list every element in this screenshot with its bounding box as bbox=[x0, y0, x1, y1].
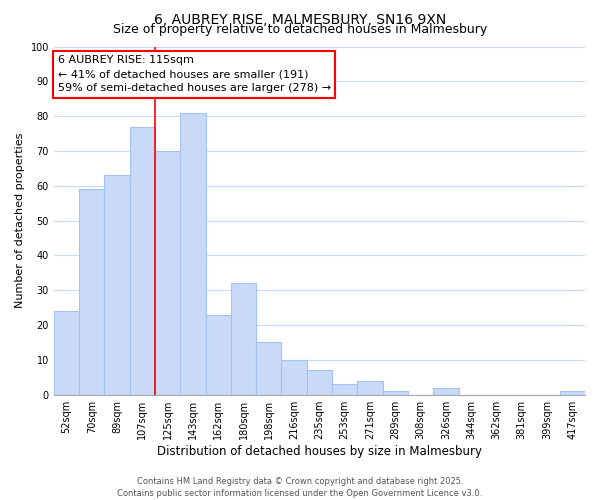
Bar bbox=[206, 314, 231, 394]
Text: 6 AUBREY RISE: 115sqm
← 41% of detached houses are smaller (191)
59% of semi-det: 6 AUBREY RISE: 115sqm ← 41% of detached … bbox=[58, 55, 331, 93]
Text: 6, AUBREY RISE, MALMESBURY, SN16 9XN: 6, AUBREY RISE, MALMESBURY, SN16 9XN bbox=[154, 12, 446, 26]
Bar bbox=[433, 388, 458, 394]
Y-axis label: Number of detached properties: Number of detached properties bbox=[15, 133, 25, 308]
Bar bbox=[307, 370, 332, 394]
Text: Size of property relative to detached houses in Malmesbury: Size of property relative to detached ho… bbox=[113, 22, 487, 36]
Bar bbox=[560, 391, 585, 394]
Bar bbox=[231, 284, 256, 395]
Bar bbox=[104, 176, 130, 394]
Bar bbox=[79, 190, 104, 394]
X-axis label: Distribution of detached houses by size in Malmesbury: Distribution of detached houses by size … bbox=[157, 444, 482, 458]
Bar bbox=[358, 381, 383, 394]
Bar bbox=[383, 391, 408, 394]
Bar bbox=[155, 151, 180, 394]
Text: Contains HM Land Registry data © Crown copyright and database right 2025.
Contai: Contains HM Land Registry data © Crown c… bbox=[118, 476, 482, 498]
Bar bbox=[332, 384, 358, 394]
Bar bbox=[130, 126, 155, 394]
Bar bbox=[54, 311, 79, 394]
Bar bbox=[281, 360, 307, 394]
Bar bbox=[180, 112, 206, 394]
Bar bbox=[256, 342, 281, 394]
